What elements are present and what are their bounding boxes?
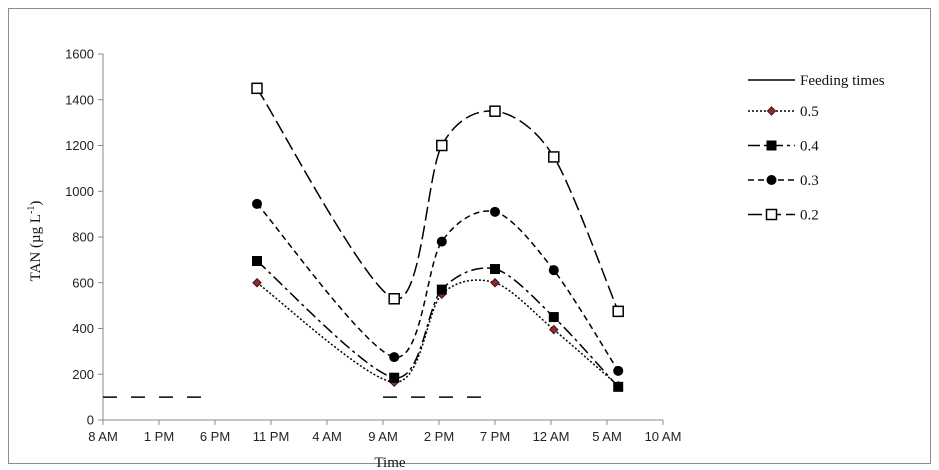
data-point-0-2	[489, 105, 501, 117]
y-tick-labels: 0 200 400 600 800 1000 1200 1400 1600	[65, 47, 94, 428]
x-tick-label: 9 AM	[368, 429, 398, 444]
data-point-0-3	[436, 236, 447, 247]
x-tick-label: 1 PM	[144, 429, 174, 444]
y-tick-label: 600	[72, 275, 94, 290]
y-tick-label: 0	[87, 413, 94, 428]
x-tick-label: 10 AM	[645, 429, 682, 444]
y-axis-title-main: TAN (µg L	[28, 214, 44, 281]
y-tick-label: 200	[72, 367, 94, 382]
legend-swatch-marker	[766, 140, 777, 151]
x-tick-label: 6 PM	[200, 429, 230, 444]
x-tick-label: 4 AM	[312, 429, 342, 444]
x-tick-label: 2 PM	[424, 429, 454, 444]
data-point-0-2	[548, 151, 560, 163]
legend-label: Feeding times	[800, 73, 885, 89]
y-tick-label: 1400	[65, 92, 94, 107]
series-line-0-4	[256, 260, 619, 388]
x-axis-title: Time	[374, 455, 405, 470]
legend-label: 0.3	[800, 173, 819, 189]
legend-swatch-marker	[765, 208, 778, 221]
data-point-0-5	[490, 277, 500, 288]
data-point-0-4	[389, 372, 400, 383]
legend-label: 0.2	[800, 208, 819, 224]
y-tick-label: 1000	[65, 184, 94, 199]
data-point-0-3	[490, 206, 500, 217]
y-tick-label: 400	[72, 321, 94, 336]
y-tick-label: 1200	[65, 138, 94, 153]
data-point-0-2	[388, 293, 400, 305]
data-point-0-4	[252, 256, 262, 267]
series-markers	[251, 82, 624, 392]
y-axis-title: TAN (µg L-1)	[26, 201, 44, 282]
x-tick-label: 7 PM	[480, 429, 510, 444]
legend-swatch-marker	[766, 106, 777, 116]
data-point-0-4	[490, 264, 500, 275]
y-axis-title-close: )	[28, 201, 44, 206]
data-point-0-5	[549, 324, 559, 335]
data-point-0-2	[612, 305, 624, 318]
series-lines	[103, 87, 619, 398]
y-axis-title-superscript: -1	[26, 206, 37, 214]
data-point-0-3	[613, 365, 624, 376]
axes	[98, 53, 664, 425]
data-point-0-4	[613, 381, 624, 392]
data-point-0-4	[436, 284, 447, 295]
legend-label: 0.4	[800, 139, 819, 155]
x-tick-label: 12 AM	[533, 429, 570, 444]
legend-label: 0.5	[800, 104, 819, 120]
x-tick-label: 5 AM	[592, 429, 622, 444]
y-tick-label: 1600	[65, 47, 94, 62]
x-tick-label: 8 AM	[88, 429, 118, 444]
legend-swatch-marker	[766, 175, 777, 185]
x-tick-labels: 8 AM 1 PM 6 PM 11 PM 4 AM 9 AM 2 PM 7 PM 12 AM 5 …	[88, 429, 681, 444]
series-line-0-3	[256, 203, 619, 372]
data-point-0-3	[389, 352, 400, 363]
data-point-0-2	[251, 82, 263, 95]
x-tick-label: 11 PM	[253, 429, 290, 444]
y-tick-label: 800	[72, 230, 94, 245]
series-line-0-5	[256, 279, 619, 387]
data-point-0-2	[436, 139, 448, 152]
chart-frame	[8, 8, 931, 464]
series-line-0-2	[256, 87, 619, 312]
data-point-0-3	[252, 198, 262, 209]
legend: Feeding times 0.5 0.4 0.3 0.2	[748, 73, 885, 224]
data-point-0-5	[252, 277, 262, 288]
data-point-0-4	[548, 312, 559, 323]
data-point-0-3	[548, 265, 559, 276]
